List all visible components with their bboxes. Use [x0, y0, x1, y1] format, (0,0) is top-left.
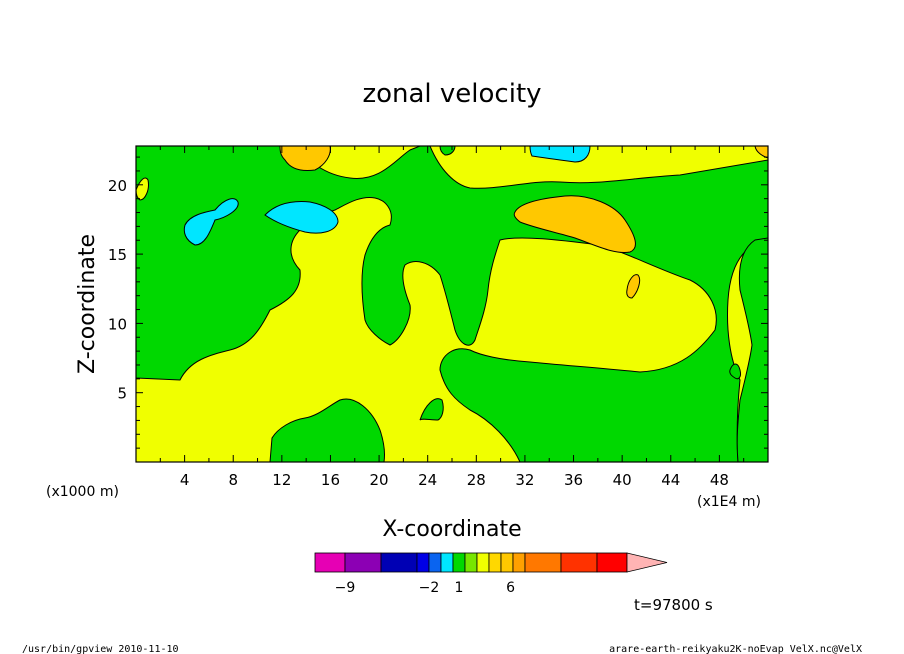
footer-left: /usr/bin/gpview 2010-11-10: [22, 644, 179, 654]
region-yellow-island: [136, 177, 149, 201]
y-tick-label: 10: [108, 315, 127, 333]
x-tick-label: 12: [272, 471, 291, 489]
colorbar-segment: [476, 552, 490, 573]
colorbar-label: −9: [335, 580, 356, 596]
region-green-mid: [419, 398, 444, 421]
y-tick-labels: 5 10 15 20: [108, 177, 127, 403]
x-tick-label: 48: [710, 471, 729, 489]
x-unit-left: (x1000 m): [46, 484, 119, 500]
colorbar-label: 1: [455, 580, 464, 596]
x-tick-labels: 4 8 12 16 20 24 28 32 36 40 44 48: [180, 471, 729, 489]
colorbar-segment: [380, 552, 418, 573]
x-tick-label: 8: [228, 471, 238, 489]
chart-title: zonal velocity: [362, 79, 541, 109]
y-axis-label: Z-coordinate: [75, 234, 100, 374]
region-cyan-top: [529, 146, 591, 163]
region-green-island: [729, 363, 741, 380]
region-orange-small: [626, 274, 641, 299]
x-tick-label: 24: [418, 471, 437, 489]
colorbar-labels: −9 −2 1 6: [335, 580, 515, 596]
colorbar-segment: [488, 552, 502, 573]
x-tick-label: 40: [613, 471, 632, 489]
colorbar-segment: [596, 552, 628, 573]
colorbar-segment: [464, 552, 478, 573]
colorbar-segment: [500, 552, 514, 573]
region-orange-upper: [279, 146, 331, 171]
colorbar-arrow: [626, 552, 668, 573]
x-tick-label: 28: [467, 471, 486, 489]
colorbar: [314, 552, 668, 573]
x-tick-label: 20: [370, 471, 389, 489]
x-tick-label: 32: [515, 471, 534, 489]
y-tick-label: 5: [117, 385, 127, 403]
region-orange-right: [513, 195, 636, 254]
colorbar-segment: [452, 552, 466, 573]
contour-field: [136, 146, 768, 462]
time-label: t=97800 s: [634, 596, 713, 614]
colorbar-segment: [512, 552, 526, 573]
colorbar-segment: [560, 552, 598, 573]
y-tick-label: 20: [108, 177, 127, 195]
colorbar-segment: [344, 552, 382, 573]
axis-ticks: [136, 146, 768, 462]
colorbar-segment: [416, 552, 430, 573]
region-green-bottom: [269, 398, 385, 462]
x-axis-label: X-coordinate: [382, 517, 521, 542]
colorbar-segment: [440, 552, 454, 573]
y-tick-label: 15: [108, 246, 127, 264]
region-green-topcenter: [439, 146, 456, 156]
region-cyan-left: [183, 198, 239, 246]
colorbar-label: −2: [419, 580, 440, 596]
colorbar-label: 6: [506, 580, 515, 596]
x-tick-label: 16: [321, 471, 340, 489]
x-unit-right: (x1E4 m): [697, 494, 761, 510]
colorbar-segment: [524, 552, 562, 573]
colorbar-segment: [428, 552, 442, 573]
region-green-right: [736, 237, 768, 462]
region-orange-corner: [754, 146, 768, 159]
colorbar-segment: [314, 552, 346, 573]
x-tick-label: 36: [564, 471, 583, 489]
footer-right: arare-earth-reikyaku2K-noEvap_VelX.nc@Ve…: [609, 644, 862, 654]
x-tick-label: 44: [661, 471, 680, 489]
x-tick-label: 4: [180, 471, 190, 489]
region-cyan-mid: [264, 201, 339, 234]
